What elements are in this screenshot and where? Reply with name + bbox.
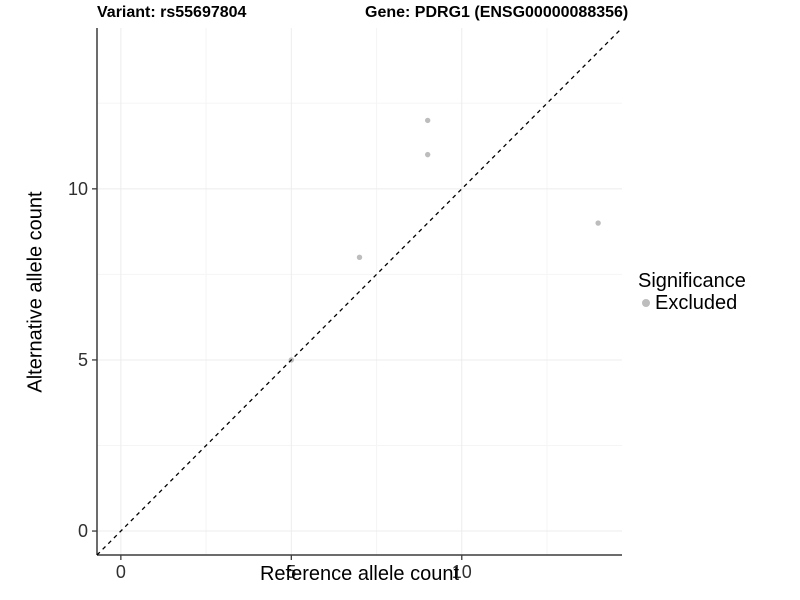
x-axis-label: Reference allele count [259, 563, 459, 585]
legend: Significance Excluded [638, 270, 746, 314]
x-axis-tick-label: 0 [116, 562, 126, 582]
y-axis-tick-label: 5 [78, 350, 88, 370]
x-axis-tick-label: 5 [286, 562, 296, 582]
plot-title-variant: Variant: rs55697804 [97, 4, 247, 21]
data-point [424, 117, 431, 124]
data-point [356, 254, 363, 260]
y-axis-tick-label: 0 [78, 521, 88, 541]
plot-title-gene: Gene: PDRG1 (ENSG00000088356) [365, 4, 629, 21]
legend-title: Significance [638, 270, 746, 292]
legend-item-excluded: Excluded [638, 292, 746, 314]
data-point [424, 151, 431, 158]
data-point [595, 220, 601, 226]
y-axis-label: Alternative allele count [24, 191, 47, 393]
identity-reference-line [96, 27, 623, 556]
legend-item-label: Excluded [655, 292, 738, 314]
x-axis-tick-label: 10 [452, 562, 472, 582]
legend-point-icon [642, 299, 650, 307]
y-axis-tick-label: 10 [68, 179, 88, 199]
